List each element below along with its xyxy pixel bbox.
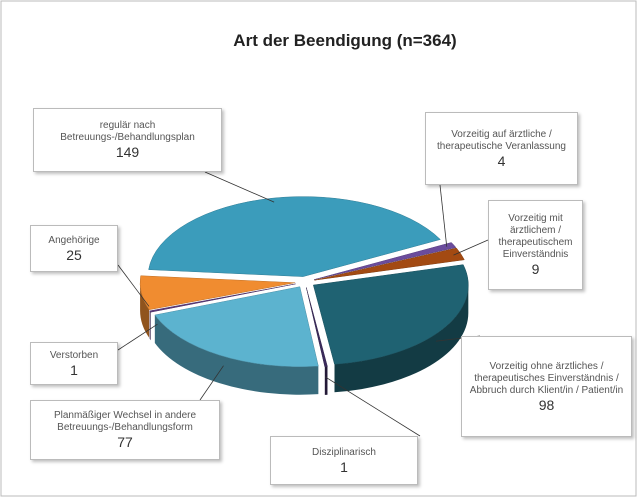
leader-line: [204, 171, 275, 203]
value-label: 149: [115, 144, 140, 160]
value-label: 77: [117, 434, 133, 450]
slice: [154, 286, 319, 367]
leader-line: [439, 184, 448, 247]
slice: [148, 196, 441, 277]
category-label: Vorzeitig ohne ärztliches / therapeutisc…: [469, 360, 624, 396]
value-label: 1: [70, 361, 78, 378]
leader-line: [117, 323, 158, 351]
slice: [149, 283, 296, 313]
leader-line: [453, 239, 489, 256]
slice-side: [324, 366, 328, 395]
category-label: Vorzeitig auf ärztliche / therapeutische…: [437, 128, 566, 152]
data-label: Verstorben 1: [30, 342, 118, 385]
slice: [139, 275, 296, 310]
value-label: 4: [497, 152, 506, 169]
category-label: Verstorben: [49, 349, 99, 361]
slice-side: [149, 310, 151, 341]
slice-side: [334, 285, 469, 393]
category-label: Disziplinarisch: [312, 446, 376, 458]
leader-line: [324, 376, 421, 437]
value-label: 98: [538, 396, 555, 413]
data-label: Disziplinarisch 1: [270, 436, 418, 485]
data-label: Vorzeitig ohne ärztliches / therapeutisc…: [461, 336, 632, 437]
category-label: Vorzeitig mit ärztlichem / therapeutisch…: [498, 213, 573, 260]
data-label: Vorzeitig auf ärztliche / therapeutische…: [425, 112, 578, 185]
chart-title: Art der Beendigung (n=364): [233, 31, 456, 50]
slice: [313, 242, 457, 280]
value-label: 9: [531, 261, 540, 277]
category-label: Planmäßiger Wechsel in andere Betreuungs…: [53, 410, 197, 433]
slice: [314, 247, 465, 281]
data-label: Angehörige 25: [30, 225, 118, 272]
slice: [306, 287, 328, 368]
leader-line: [199, 365, 224, 401]
data-label: regulär nach Betreuungs-/Behandlungsplan…: [33, 108, 222, 172]
data-label: Planmäßiger Wechsel in andere Betreuungs…: [30, 400, 220, 460]
value-label: 25: [66, 246, 82, 263]
leader-line: [117, 264, 150, 307]
category-label: Angehörige: [48, 234, 100, 246]
slice-side: [154, 315, 319, 395]
value-label: 1: [340, 458, 348, 475]
slice: [313, 264, 469, 365]
category-label: regulär nach Betreuungs-/Behandlungsplan: [60, 120, 195, 143]
data-label: Vorzeitig mit ärztlichem / therapeutisch…: [488, 200, 583, 290]
